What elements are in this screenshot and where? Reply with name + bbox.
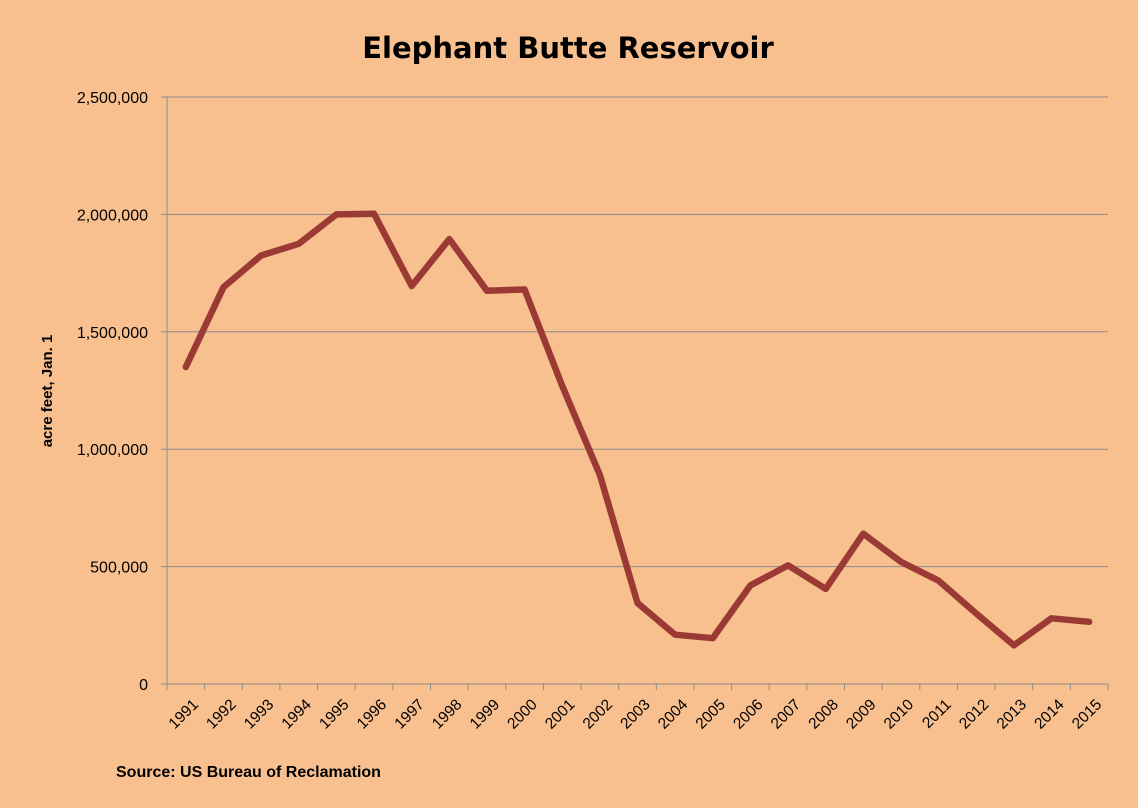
series-layer	[182, 210, 1093, 649]
y-tick-label: 0	[139, 677, 148, 694]
x-tick-label: 1999	[467, 696, 503, 732]
x-tick-label: 2003	[617, 696, 653, 732]
x-tick-label: 2004	[655, 696, 692, 733]
x-tick-label: 1995	[316, 696, 352, 732]
x-tick-label: 2015	[1069, 696, 1105, 732]
y-tick-labels: 0 500,000 1,000,000 1,500,000 2,000,000 2,500…	[77, 90, 148, 694]
y-tick-label: 2,000,000	[77, 207, 148, 224]
x-tick-label: 2002	[580, 696, 616, 732]
x-tick-label: 2011	[919, 696, 955, 732]
x-tick-label: 1996	[354, 696, 390, 732]
x-tick-label: 2000	[504, 696, 541, 733]
x-tick-label: 1994	[279, 696, 316, 733]
x-tick-label: 1997	[391, 696, 427, 732]
x-tick-label: 1992	[203, 696, 239, 732]
x-tick-label: 2005	[693, 696, 729, 732]
series-line	[182, 210, 1093, 649]
x-tick-label: 2006	[730, 696, 766, 732]
x-tick-label: 1998	[429, 696, 465, 732]
x-tick-label: 2009	[843, 696, 879, 732]
x-tick-label: 2010	[881, 696, 918, 733]
y-tick-label: 2,500,000	[77, 90, 148, 107]
x-tick-label: 1993	[241, 696, 277, 732]
x-tick-label: 2012	[956, 696, 992, 732]
y-tick-label: 1,500,000	[77, 325, 148, 342]
x-tick-label: 1991	[166, 696, 202, 732]
x-tick-label: 2007	[768, 696, 804, 732]
chart-title: Elephant Butte Reservoir	[362, 31, 774, 65]
source-note: Source: US Bureau of Reclamation	[116, 764, 381, 781]
y-axis-label: acre feet, Jan. 1	[39, 335, 56, 448]
x-tick-label: 2013	[994, 696, 1030, 732]
y-tick-label: 1,000,000	[77, 442, 148, 459]
x-tick-labels: 1991 1992 1993 1994 1995 1996 1997 1998 1999 2000…	[166, 696, 1106, 733]
y-tick-label: 500,000	[90, 560, 148, 577]
axes	[161, 96, 1109, 690]
gridlines	[167, 96, 1108, 568]
x-tick-label: 2014	[1031, 696, 1068, 733]
x-tick-label: 2001	[542, 696, 578, 732]
x-tick-label: 2008	[805, 696, 841, 732]
